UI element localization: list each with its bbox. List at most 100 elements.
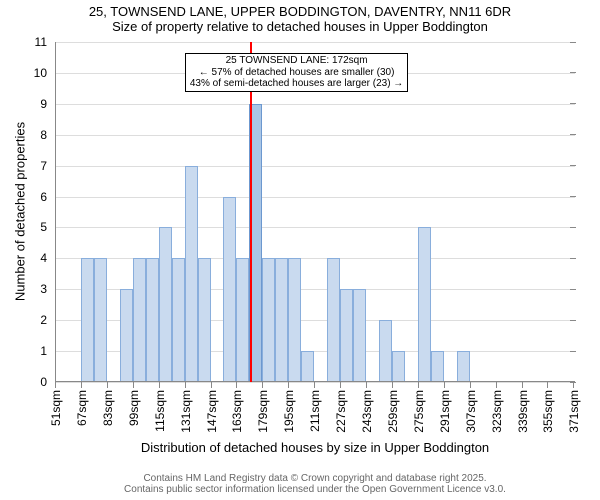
x-tick-mark <box>55 382 56 388</box>
x-tick-label: 275sqm <box>410 390 426 433</box>
y-tick-mark <box>570 351 576 352</box>
x-axis-label-text: Distribution of detached houses by size … <box>141 440 489 455</box>
grid-line <box>55 197 575 198</box>
footer-text-content: Contains HM Land Registry data © Crown c… <box>124 473 506 495</box>
marker-line <box>250 42 252 382</box>
annotation-box: 25 TOWNSEND LANE: 172sqm← 57% of detache… <box>185 53 408 92</box>
y-tick-mark <box>570 42 576 43</box>
histogram-bar <box>353 289 366 382</box>
grid-line <box>55 166 575 167</box>
histogram-bar <box>94 258 107 382</box>
x-axis-line <box>55 381 575 382</box>
histogram-bar <box>133 258 146 382</box>
x-tick-label: 291sqm <box>436 390 452 433</box>
grid-line <box>55 42 575 43</box>
grid-line <box>55 227 575 228</box>
histogram-bar <box>392 351 405 382</box>
x-tick-label: 147sqm <box>203 390 219 433</box>
x-tick-mark <box>81 382 82 388</box>
x-tick-label: 115sqm <box>151 390 167 432</box>
x-tick-label: 51sqm <box>47 390 63 426</box>
title-line-1: 25, TOWNSEND LANE, UPPER BODDINGTON, DAV… <box>0 0 600 19</box>
annotation-line: 43% of semi-detached houses are larger (… <box>190 78 403 90</box>
histogram-bar <box>236 258 249 382</box>
x-tick-label: 259sqm <box>384 390 400 433</box>
x-tick-mark <box>340 382 341 388</box>
x-tick-label: 355sqm <box>539 390 555 433</box>
x-tick-label: 339sqm <box>514 390 530 433</box>
histogram-bar <box>262 258 275 382</box>
histogram-bar <box>288 258 301 382</box>
grid-line <box>55 135 575 136</box>
histogram-bar <box>379 320 392 382</box>
y-tick-label: 10 <box>34 66 55 80</box>
y-tick-mark <box>570 289 576 290</box>
x-tick-label: 323sqm <box>488 390 504 433</box>
histogram-bar <box>327 258 340 382</box>
y-tick-mark <box>570 103 576 104</box>
y-tick-mark <box>570 134 576 135</box>
x-tick-label: 99sqm <box>125 390 141 426</box>
histogram-bar <box>146 258 159 382</box>
plot-area: 0123456789101151sqm67sqm83sqm99sqm115sqm… <box>55 42 575 382</box>
x-tick-label: 371sqm <box>565 390 581 433</box>
annotation-line: ← 57% of detached houses are smaller (30… <box>190 67 403 79</box>
y-tick-label: 3 <box>40 282 55 296</box>
x-tick-label: 227sqm <box>332 390 348 433</box>
histogram-bar <box>120 289 133 382</box>
x-tick-label: 195sqm <box>280 390 296 433</box>
histogram-bar <box>418 227 431 382</box>
x-tick-label: 179sqm <box>254 390 270 433</box>
histogram-bar <box>223 197 236 382</box>
y-tick-label: 4 <box>40 251 55 265</box>
x-tick-mark <box>211 382 212 388</box>
y-axis-label: Number of detached properties <box>13 42 28 382</box>
histogram-bar <box>340 289 353 382</box>
y-tick-label: 6 <box>40 190 55 204</box>
y-tick-mark <box>570 258 576 259</box>
histogram-bar <box>275 258 288 382</box>
footer-text: Contains HM Land Registry data © Crown c… <box>55 462 575 495</box>
y-tick-label: 5 <box>40 220 55 234</box>
x-axis-label: Distribution of detached houses by size … <box>55 440 575 455</box>
x-tick-mark <box>133 382 134 388</box>
y-tick-label: 0 <box>40 375 55 389</box>
x-tick-label: 307sqm <box>462 390 478 433</box>
y-tick-mark <box>570 165 576 166</box>
x-tick-mark <box>573 382 574 388</box>
x-tick-mark <box>547 382 548 388</box>
y-tick-label: 1 <box>40 344 55 358</box>
title-1-text: 25, TOWNSEND LANE, UPPER BODDINGTON, DAV… <box>89 4 511 19</box>
histogram-bar <box>172 258 185 382</box>
y-tick-label: 7 <box>40 159 55 173</box>
title-line-2: Size of property relative to detached ho… <box>0 19 600 34</box>
y-tick-mark <box>570 72 576 73</box>
x-tick-mark <box>522 382 523 388</box>
x-tick-label: 163sqm <box>228 390 244 433</box>
x-tick-mark <box>107 382 108 388</box>
title-2-text: Size of property relative to detached ho… <box>112 19 488 34</box>
histogram-bar <box>431 351 444 382</box>
histogram-bar <box>301 351 314 382</box>
x-tick-mark <box>314 382 315 388</box>
annotation-line: 25 TOWNSEND LANE: 172sqm <box>190 55 403 67</box>
x-tick-mark <box>444 382 445 388</box>
y-tick-mark <box>570 196 576 197</box>
y-tick-label: 9 <box>40 97 55 111</box>
chart-container: 25, TOWNSEND LANE, UPPER BODDINGTON, DAV… <box>0 0 600 500</box>
y-tick-mark <box>570 227 576 228</box>
x-tick-label: 243sqm <box>358 390 374 433</box>
y-tick-mark <box>570 320 576 321</box>
x-tick-mark <box>418 382 419 388</box>
x-tick-mark <box>185 382 186 388</box>
histogram-bar <box>81 258 94 382</box>
x-tick-label: 211sqm <box>306 390 322 432</box>
x-tick-mark <box>262 382 263 388</box>
x-tick-mark <box>366 382 367 388</box>
x-tick-mark <box>470 382 471 388</box>
histogram-bar <box>159 227 172 382</box>
y-tick-label: 8 <box>40 128 55 142</box>
y-tick-label: 11 <box>35 35 55 49</box>
y-axis-line <box>55 42 56 382</box>
x-tick-mark <box>496 382 497 388</box>
